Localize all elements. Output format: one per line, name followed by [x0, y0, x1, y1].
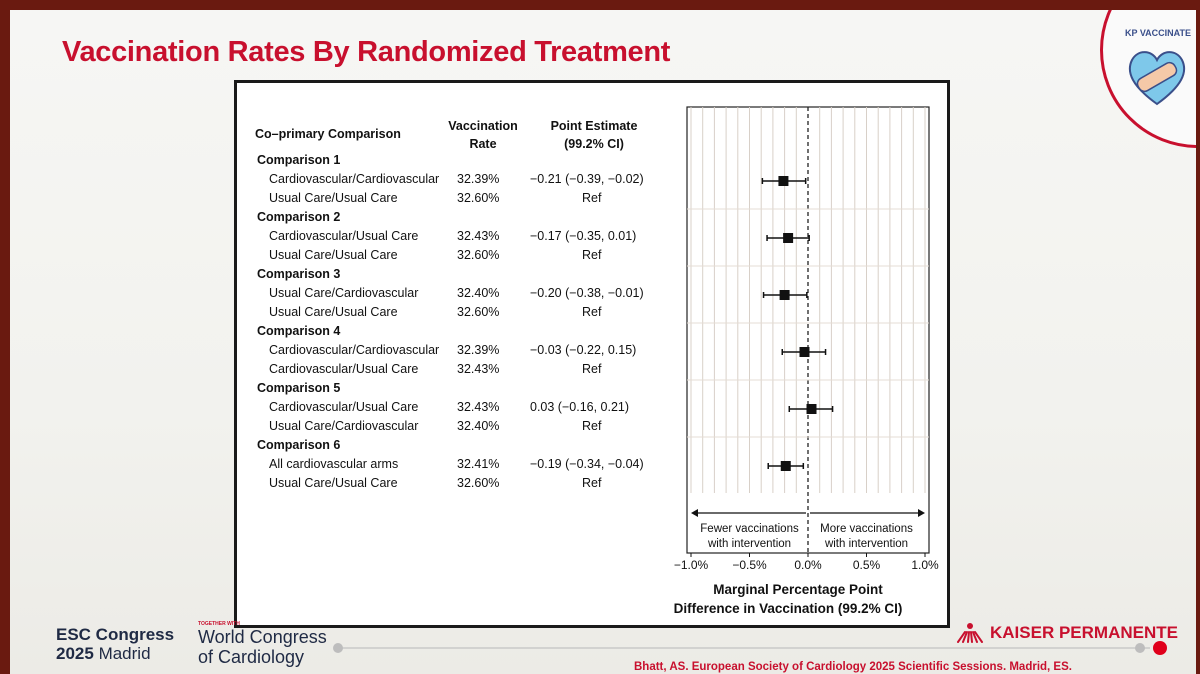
arm-label: Cardiovascular/Usual Care	[269, 362, 419, 376]
estimate-value: Ref	[582, 248, 602, 262]
header-estimate: Point Estimate (99.2% CI)	[529, 117, 659, 153]
rate-value: 32.40%	[457, 419, 500, 433]
x-axis-label-line1: Marginal Percentage Point	[713, 582, 883, 597]
logo-label: KP VACCINATE	[1125, 28, 1192, 38]
estimate-value: Ref	[582, 191, 602, 205]
group-label: Comparison 3	[257, 267, 341, 281]
esc-city: Madrid	[98, 644, 151, 663]
group-label: Comparison 4	[257, 324, 341, 338]
arm-label: Usual Care/Cardiovascular	[269, 419, 419, 433]
estimate-value: Ref	[582, 305, 602, 319]
arm-label: Usual Care/Usual Care	[269, 305, 398, 319]
estimate-value: −0.03 (−0.22, 0.15)	[530, 343, 637, 357]
header-rate-line1: Vaccination	[448, 119, 518, 133]
x-axis-label-line2: Difference in Vaccination (99.2% CI)	[674, 601, 903, 616]
x-tick-label: −0.5%	[732, 558, 767, 572]
point-estimate-marker	[778, 176, 789, 186]
arm-label: Usual Care/Usual Care	[269, 476, 398, 490]
group-label: Comparison 5	[257, 381, 341, 395]
group-label: Comparison 6	[257, 438, 341, 452]
rate-value: 32.43%	[457, 229, 500, 243]
annotation-right-line1: More vaccinations	[820, 523, 913, 535]
estimate-value: Ref	[582, 419, 602, 433]
rate-value: 32.41%	[457, 457, 500, 471]
estimate-value: −0.17 (−0.35, 0.01)	[530, 229, 637, 243]
together-with-label: TOGETHER WITH	[198, 621, 240, 627]
forest-plot-figure: Co–primary Comparison Vaccination Rate P…	[234, 80, 950, 628]
estimate-value: −0.19 (−0.34, −0.04)	[530, 457, 644, 471]
arm-label: All cardiovascular arms	[269, 457, 399, 471]
annotation-left-line2: with intervention	[707, 538, 791, 550]
arm-label: Cardiovascular/Cardiovascular	[269, 343, 440, 357]
header-comparison: Co–primary Comparison	[255, 127, 401, 141]
estimate-value: −0.20 (−0.38, −0.01)	[530, 286, 644, 300]
estimate-value: Ref	[582, 362, 602, 376]
rate-value: 32.43%	[457, 400, 500, 414]
rate-value: 32.60%	[457, 476, 500, 490]
esc-congress-logo: ESC Congress 2025 Madrid	[56, 625, 174, 663]
point-estimate-marker	[783, 233, 794, 243]
estimate-value: −0.21 (−0.39, −0.02)	[530, 172, 644, 186]
point-estimate-marker	[779, 290, 790, 300]
arm-label: Usual Care/Usual Care	[269, 248, 398, 262]
esc-line1: ESC Congress	[56, 625, 175, 644]
arrow-left-head	[691, 509, 698, 517]
group-label: Comparison 1	[257, 153, 341, 167]
timeline-decoration	[333, 641, 1167, 655]
rate-value: 32.39%	[457, 343, 500, 357]
arrow-right-head	[918, 509, 925, 517]
x-tick-label: 0.5%	[853, 558, 881, 572]
rate-value: 32.60%	[457, 248, 500, 262]
wcc-line2: of Cardiology	[198, 647, 305, 667]
heart-bandage-icon	[1128, 51, 1186, 106]
x-tick-label: 1.0%	[911, 558, 939, 572]
estimate-value: Ref	[582, 476, 602, 490]
esc-year: 2025	[56, 644, 94, 663]
kaiser-permanente-icon	[957, 623, 983, 643]
arm-label: Usual Care/Cardiovascular	[269, 286, 419, 300]
point-estimate-marker	[806, 404, 817, 414]
rate-value: 32.60%	[457, 191, 500, 205]
sponsor-name: KAISER PERMANENTE	[990, 623, 1178, 642]
rate-value: 32.60%	[457, 305, 500, 319]
arm-label: Cardiovascular/Usual Care	[269, 400, 419, 414]
x-tick-label: 0.0%	[794, 558, 822, 572]
arm-label: Cardiovascular/Cardiovascular	[269, 172, 440, 186]
annotation-right-line2: with intervention	[824, 538, 908, 550]
header-estimate-line2: (99.2% CI)	[564, 137, 624, 151]
arm-label: Usual Care/Usual Care	[269, 191, 398, 205]
rate-value: 32.40%	[457, 286, 500, 300]
estimate-value: 0.03 (−0.16, 0.21)	[530, 400, 630, 414]
citation: Bhatt, AS. European Society of Cardiolog…	[634, 661, 1072, 673]
point-estimate-marker	[780, 461, 791, 471]
rate-value: 32.39%	[457, 172, 500, 186]
header-rate: Vaccination Rate	[433, 117, 533, 153]
group-label: Comparison 2	[257, 210, 341, 224]
wcc-line1: World Congress	[198, 627, 327, 647]
x-tick-label: −1.0%	[674, 558, 709, 572]
header-estimate-line1: Point Estimate	[550, 119, 638, 133]
rate-value: 32.43%	[457, 362, 500, 376]
annotation-left-line1: Fewer vaccinations	[700, 523, 799, 535]
wcc-logo: World Congress of Cardiology	[198, 627, 327, 667]
forest-plot: Fewer vaccinations with intervention More …	[674, 106, 939, 616]
slide: Vaccination Rates By Randomized Treatmen…	[10, 10, 1196, 674]
arm-label: Cardiovascular/Usual Care	[269, 229, 419, 243]
slide-title: Vaccination Rates By Randomized Treatmen…	[62, 36, 671, 68]
point-estimate-marker	[799, 347, 810, 357]
header-rate-line2: Rate	[469, 137, 497, 151]
